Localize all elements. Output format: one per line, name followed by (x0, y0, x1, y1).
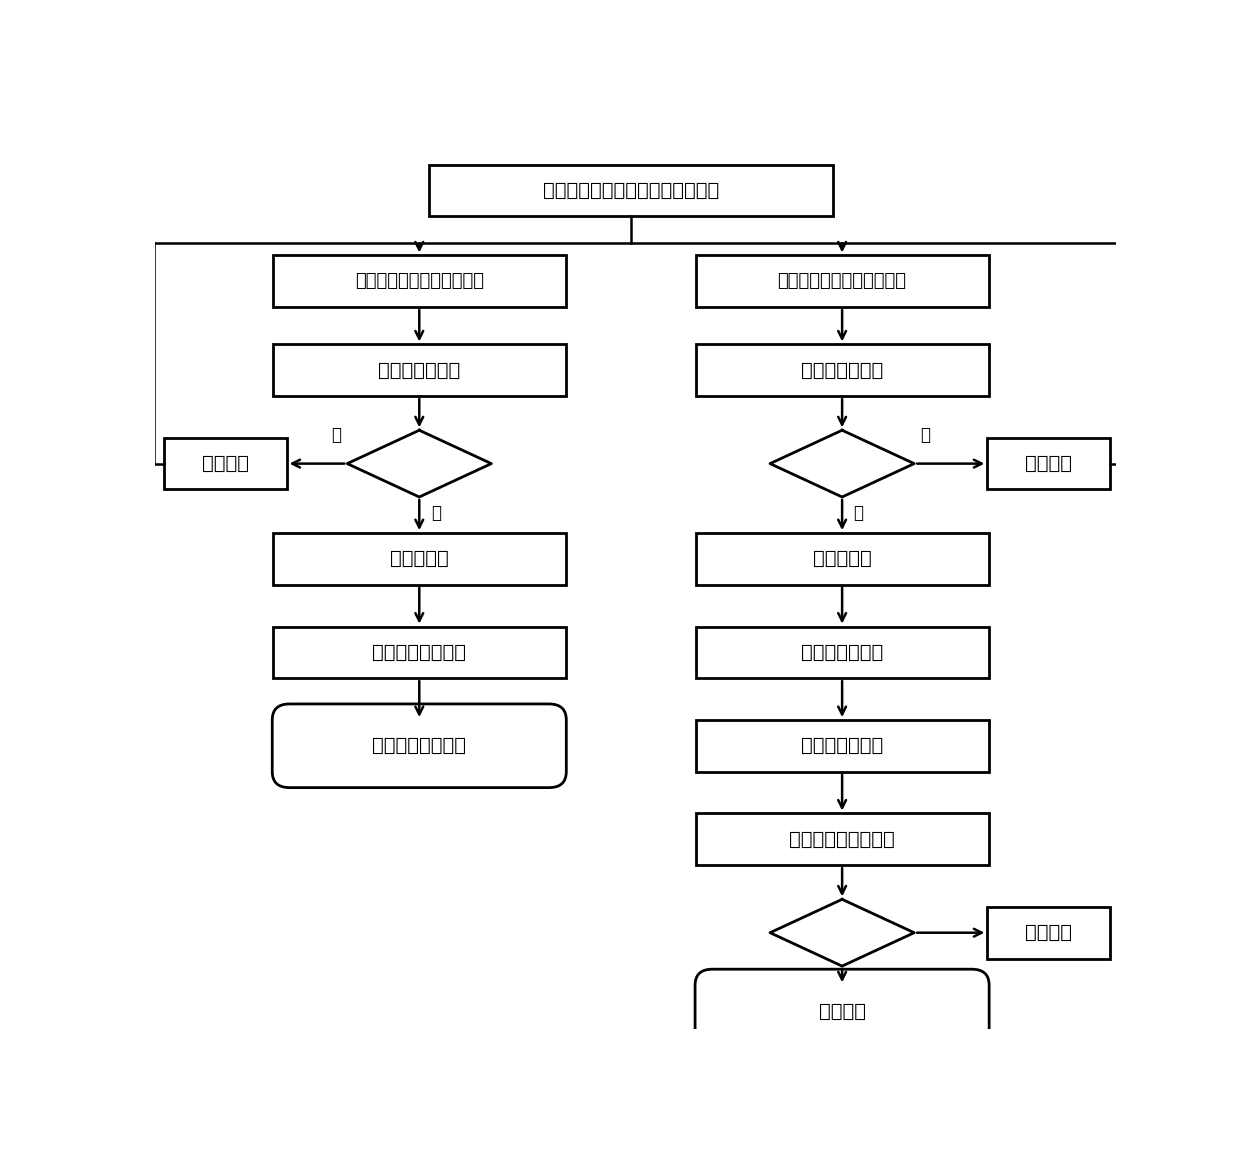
Polygon shape (770, 899, 914, 966)
FancyBboxPatch shape (273, 704, 567, 787)
Text: 选取正常井况，录取电参数: 选取正常井况，录取电参数 (777, 272, 906, 290)
Polygon shape (347, 430, 491, 497)
Text: 数据有效性诊断: 数据有效性诊断 (801, 361, 883, 379)
Text: 否: 否 (920, 427, 930, 444)
Text: 选取正常井况，录取电参数: 选取正常井况，录取电参数 (355, 272, 484, 290)
Bar (273, 627, 565, 679)
Polygon shape (770, 430, 914, 497)
Bar (429, 164, 832, 216)
Text: 变化报警: 变化报警 (1025, 924, 1073, 942)
Text: 参数变化率计算: 参数变化率计算 (801, 643, 883, 662)
Text: 参数特征值计算: 参数特征值计算 (801, 736, 883, 755)
Text: 检查设备: 检查设备 (202, 454, 249, 473)
Bar (696, 255, 988, 307)
FancyBboxPatch shape (696, 969, 990, 1053)
Bar (696, 344, 988, 397)
Text: 数据预处理: 数据预处理 (812, 549, 872, 569)
Text: 是: 是 (430, 504, 440, 523)
Bar (696, 814, 988, 865)
Text: 检查设备: 检查设备 (1025, 454, 1073, 473)
Bar (696, 627, 988, 679)
Bar (987, 438, 1110, 489)
Text: 标准井况设置完成: 标准井况设置完成 (372, 736, 466, 755)
Text: 识别完成: 识别完成 (818, 1001, 866, 1021)
Text: 识别结论生成与展示: 识别结论生成与展示 (789, 830, 895, 849)
Bar (273, 255, 565, 307)
Bar (273, 344, 565, 397)
Bar (696, 720, 988, 771)
Bar (696, 533, 988, 585)
Bar (164, 438, 286, 489)
Bar (273, 533, 565, 585)
Text: 否: 否 (331, 427, 341, 444)
Text: 安装设备，建立数据采集存储系统: 安装设备，建立数据采集存储系统 (543, 180, 719, 200)
Text: 数据预处理: 数据预处理 (389, 549, 449, 569)
Text: 标准井况参数存储: 标准井况参数存储 (372, 643, 466, 662)
Text: 是: 是 (853, 504, 863, 523)
Bar (987, 907, 1110, 958)
Text: 数据有效性诊断: 数据有效性诊断 (378, 361, 460, 379)
